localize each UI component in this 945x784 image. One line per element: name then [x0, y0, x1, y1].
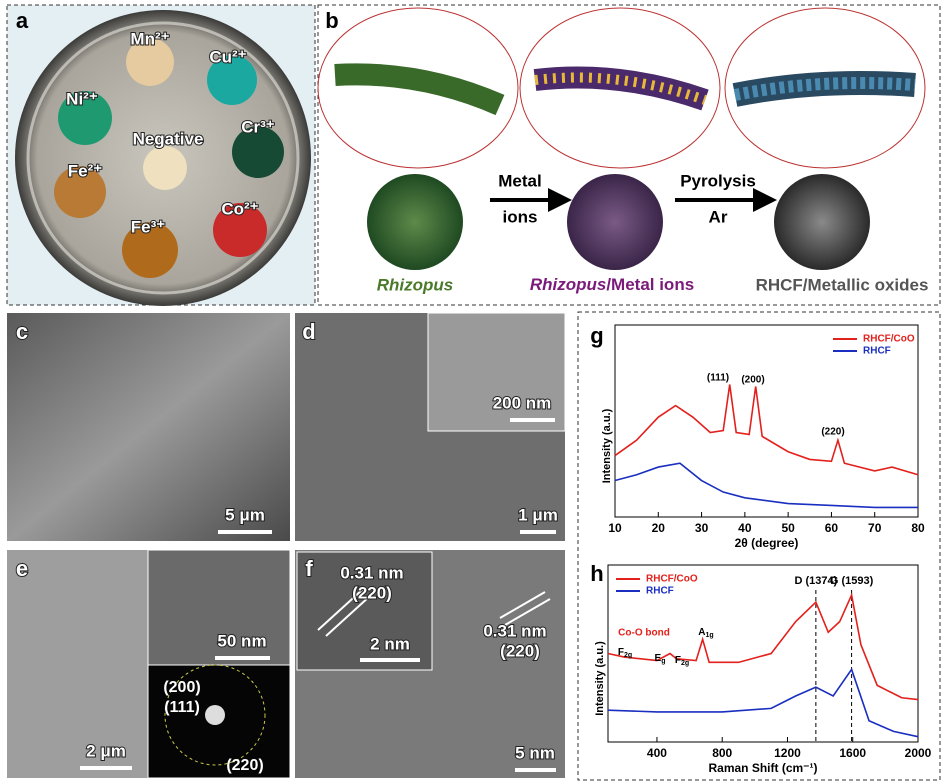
label: Ar: [709, 207, 728, 226]
microscopy-panels: [7, 312, 566, 779]
legend-label: RHCF/CoO: [863, 334, 915, 345]
label: Pyrolysis: [680, 171, 756, 190]
peak-label: D (1374): [794, 575, 837, 587]
mode-sub: g: [661, 658, 665, 665]
series-line: [614, 462, 918, 509]
y-axis-label: Intensity (a.u.): [594, 641, 606, 716]
annotation: Co-O bond: [618, 628, 670, 639]
series-line: [607, 592, 919, 701]
legend-label: RHCF/CoO: [646, 574, 698, 585]
panel-label: e: [16, 556, 28, 581]
x-tick-label: 50: [781, 521, 795, 535]
label: 0.31 nm: [340, 563, 403, 582]
x-tick-label: 30: [695, 521, 709, 535]
panel-b: [317, 4, 941, 306]
panel-label: h: [590, 561, 603, 586]
saed-label: (200): [163, 679, 200, 696]
mode-main: F: [618, 647, 624, 658]
panel-a: [6, 4, 316, 306]
x-axis-label: Raman Shift (cm⁻¹): [708, 761, 817, 775]
ion-label: Cu²⁺: [209, 47, 246, 66]
stage-label: Rhizopus: [377, 275, 454, 294]
scale-bar-label: 1 μm: [518, 505, 558, 524]
label: Metal: [498, 171, 541, 190]
mode-main: E: [655, 653, 662, 664]
peak-annotation: (220): [821, 427, 844, 438]
ion-label: Cr³⁺: [241, 117, 275, 136]
x-tick-label: 1600: [839, 746, 866, 760]
label: (220): [500, 641, 540, 660]
mode-label: A1g: [698, 627, 713, 639]
scale-bar-label: 2 μm: [86, 741, 126, 760]
label: ions: [503, 207, 538, 226]
label: (220): [352, 583, 392, 602]
x-tick-label: 2000: [905, 746, 932, 760]
mode-sub: 2g: [624, 652, 632, 659]
mode-sub: 2g: [681, 660, 689, 667]
ion-label: Fe²⁺: [68, 161, 103, 180]
x-tick-label: 10: [608, 521, 622, 535]
panel-label: g: [590, 323, 603, 348]
panel-label: f: [305, 556, 313, 581]
series-line: [614, 384, 919, 476]
mode-label: Eg: [655, 653, 666, 665]
label: 0.31 nm: [483, 621, 546, 640]
ion-label: Co²⁺: [221, 199, 258, 218]
saed-label: (111): [164, 699, 200, 716]
panel-label: b: [325, 8, 338, 33]
peak-annotation: (200): [741, 375, 764, 386]
legend-label: RHCF: [646, 586, 674, 597]
ion-label: Negative: [133, 129, 204, 148]
saed-label: (220): [226, 757, 263, 774]
panel-label: d: [302, 319, 315, 344]
ion-label: Mn²⁺: [130, 29, 169, 48]
panel-gh: [577, 311, 941, 781]
x-tick-label: 1200: [774, 746, 801, 760]
y-axis-label: Intensity (a.u.): [601, 408, 613, 483]
x-axis-label: 2θ (degree): [735, 536, 799, 550]
ion-label: Fe³⁺: [131, 217, 166, 236]
panel-label: c: [16, 319, 28, 344]
mode-label: F2g: [675, 655, 689, 667]
x-tick-label: 20: [652, 521, 666, 535]
x-tick-label: 70: [868, 521, 882, 535]
mode-main: F: [675, 655, 681, 666]
series-line: [607, 667, 919, 738]
scale-bar-label: 2 nm: [370, 634, 410, 653]
scale-bar-label: 5 μm: [225, 505, 265, 524]
legend-label: RHCF: [863, 346, 891, 357]
x-tick-label: 40: [738, 521, 752, 535]
x-tick-label: 60: [825, 521, 839, 535]
x-tick-label: 800: [712, 746, 732, 760]
ion-label: Ni²⁺: [66, 89, 98, 108]
scale-bar-label: 50 nm: [217, 631, 266, 650]
peak-annotation: (111): [707, 373, 729, 384]
stage-label-part: /Metal ions: [606, 275, 694, 294]
x-tick-label: 400: [647, 746, 667, 760]
scale-bar-label: 200 nm: [493, 393, 552, 412]
panel-label: a: [16, 8, 29, 33]
mode-main: A: [698, 627, 705, 638]
stage-label-part: Rhizopus: [530, 275, 607, 294]
mode-label: F2g: [618, 647, 632, 659]
stage-label: Rhizopus/Metal ions: [530, 275, 694, 294]
plot-frame: [614, 324, 919, 518]
stage-label: RHCF/Metallic oxides: [756, 275, 929, 294]
peak-label: G (1593): [830, 575, 874, 587]
mode-sub: 1g: [706, 632, 714, 639]
x-tick-label: 80: [911, 521, 925, 535]
scale-bar-label: 5 nm: [515, 743, 555, 762]
